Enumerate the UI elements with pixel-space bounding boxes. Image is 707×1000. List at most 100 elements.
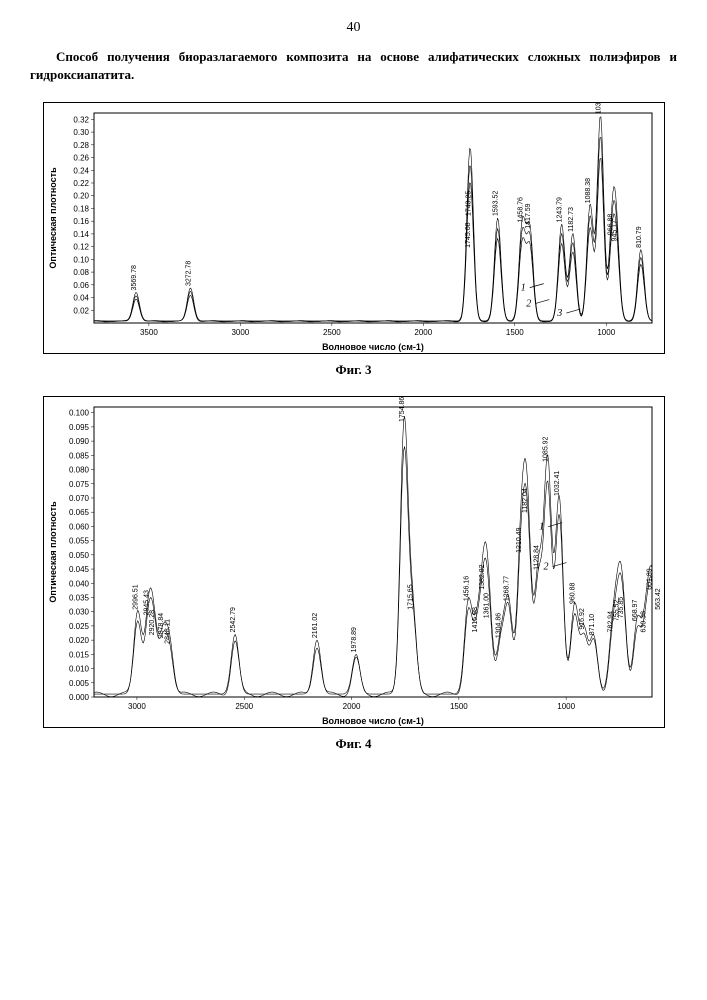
svg-text:0.12: 0.12 [73, 243, 89, 252]
svg-text:1032.41: 1032.41 [554, 471, 561, 496]
svg-text:1268.77: 1268.77 [503, 576, 510, 601]
svg-text:3569.78: 3569.78 [131, 265, 138, 290]
svg-text:1182.73: 1182.73 [567, 207, 574, 232]
svg-text:1243.79: 1243.79 [556, 197, 563, 222]
svg-text:0.100: 0.100 [68, 409, 89, 418]
svg-text:2500: 2500 [235, 702, 253, 711]
svg-text:0.30: 0.30 [73, 128, 89, 137]
svg-text:810.79: 810.79 [635, 227, 642, 249]
svg-text:3500: 3500 [139, 328, 157, 337]
svg-text:1715.65: 1715.65 [407, 585, 414, 610]
svg-text:3: 3 [556, 308, 562, 319]
svg-text:1085.92: 1085.92 [542, 437, 549, 462]
svg-text:1456.16: 1456.16 [463, 576, 470, 601]
svg-text:563.42: 563.42 [654, 589, 661, 611]
svg-text:960.88: 960.88 [569, 583, 576, 605]
svg-text:1743.25: 1743.25 [465, 191, 472, 216]
svg-text:0.060: 0.060 [68, 523, 89, 532]
svg-text:0.02: 0.02 [73, 307, 89, 316]
svg-text:2: 2 [543, 562, 548, 573]
svg-text:1000: 1000 [597, 328, 615, 337]
svg-text:1: 1 [520, 283, 525, 294]
svg-text:2: 2 [526, 299, 531, 310]
svg-text:0.045: 0.045 [68, 565, 89, 574]
svg-text:0.050: 0.050 [68, 551, 89, 560]
svg-text:0.22: 0.22 [73, 179, 89, 188]
svg-text:1000: 1000 [557, 702, 575, 711]
svg-text:1417.59: 1417.59 [524, 204, 531, 229]
svg-text:0.24: 0.24 [73, 167, 89, 176]
svg-text:0.26: 0.26 [73, 154, 89, 163]
svg-text:1593.52: 1593.52 [492, 191, 499, 216]
figure-3-chart: 0.02 0.04 0.06 0.08 0.10 0.12 0.14 0.16 0.18 0.20… [44, 103, 664, 353]
svg-text:2500: 2500 [322, 328, 340, 337]
svg-text:0.18: 0.18 [73, 205, 89, 214]
svg-text:0.020: 0.020 [68, 637, 89, 646]
svg-text:0.025: 0.025 [68, 622, 89, 631]
svg-text:2161.02: 2161.02 [311, 613, 318, 638]
svg-text:0.10: 0.10 [73, 256, 89, 265]
svg-text:2000: 2000 [342, 702, 360, 711]
svg-text:Волновое число (см-1): Волновое число (см-1) [322, 342, 424, 352]
svg-text:0.04: 0.04 [73, 294, 89, 303]
svg-text:0.075: 0.075 [68, 480, 89, 489]
svg-text:0.28: 0.28 [73, 141, 89, 150]
svg-text:601.89: 601.89 [646, 569, 653, 591]
page-number: 40 [30, 20, 677, 36]
figure-4-caption: Фиг. 4 [30, 736, 677, 752]
svg-text:3000: 3000 [231, 328, 249, 337]
svg-text:1978.89: 1978.89 [351, 627, 358, 652]
svg-text:945.17: 945.17 [611, 220, 618, 242]
svg-text:1415.98: 1415.98 [471, 607, 478, 632]
svg-text:1031.69: 1031.69 [595, 103, 602, 114]
svg-text:1304.86: 1304.86 [495, 613, 502, 638]
svg-text:1500: 1500 [449, 702, 467, 711]
figure-4-container: 0.0000.0050.0100.0150.0200.0250.0300.035… [43, 396, 665, 728]
svg-text:0.015: 0.015 [68, 651, 89, 660]
svg-text:1128.84: 1128.84 [533, 545, 540, 570]
svg-text:735.85: 735.85 [617, 597, 624, 619]
svg-text:0.000: 0.000 [68, 693, 89, 702]
svg-text:1754.86: 1754.86 [399, 397, 406, 422]
svg-text:2542.79: 2542.79 [230, 607, 237, 632]
svg-text:1500: 1500 [505, 328, 523, 337]
svg-text:1458.76: 1458.76 [517, 197, 524, 222]
svg-text:0.010: 0.010 [68, 665, 89, 674]
figure-3-container: 0.02 0.04 0.06 0.08 0.10 0.12 0.14 0.16 0.18 0.20… [43, 102, 665, 354]
svg-text:0.040: 0.040 [68, 580, 89, 589]
svg-text:2000: 2000 [414, 328, 432, 337]
svg-text:1382.82: 1382.82 [478, 565, 485, 590]
svg-text:0.080: 0.080 [68, 466, 89, 475]
svg-text:0.005: 0.005 [68, 679, 89, 688]
svg-text:0.095: 0.095 [68, 423, 89, 432]
svg-text:630.38: 630.38 [640, 611, 647, 633]
svg-text:0.085: 0.085 [68, 452, 89, 461]
svg-text:0.20: 0.20 [73, 192, 89, 201]
svg-text:2920.28: 2920.28 [149, 610, 156, 635]
svg-text:2848.11: 2848.11 [164, 619, 171, 644]
svg-text:1361.00: 1361.00 [483, 593, 490, 618]
svg-text:1745.68: 1745.68 [464, 223, 471, 248]
figure-3-caption: Фиг. 3 [30, 362, 677, 378]
svg-text:3272.78: 3272.78 [185, 261, 192, 286]
svg-text:0.32: 0.32 [73, 116, 89, 125]
svg-text:0.08: 0.08 [73, 268, 89, 277]
svg-text:0.06: 0.06 [73, 281, 89, 290]
svg-text:1210.49: 1210.49 [515, 528, 522, 553]
svg-text:Оптическая плотность: Оптическая плотность [48, 501, 58, 603]
svg-text:0.055: 0.055 [68, 537, 89, 546]
svg-text:1088.38: 1088.38 [585, 178, 592, 203]
svg-text:0.070: 0.070 [68, 494, 89, 503]
svg-text:916.92: 916.92 [578, 608, 585, 630]
svg-text:0.035: 0.035 [68, 594, 89, 603]
svg-text:1182.04: 1182.04 [522, 489, 529, 514]
svg-text:1: 1 [539, 522, 544, 533]
svg-text:668.97: 668.97 [632, 600, 639, 622]
svg-text:0.090: 0.090 [68, 437, 89, 446]
svg-text:0.14: 0.14 [73, 230, 89, 239]
svg-text:0.16: 0.16 [73, 218, 89, 227]
svg-text:Волновое число (см-1): Волновое число (см-1) [322, 716, 424, 726]
document-title: Способ получения биоразлагаемого компози… [30, 48, 677, 84]
svg-text:2996.51: 2996.51 [132, 585, 139, 610]
svg-text:3000: 3000 [128, 702, 146, 711]
